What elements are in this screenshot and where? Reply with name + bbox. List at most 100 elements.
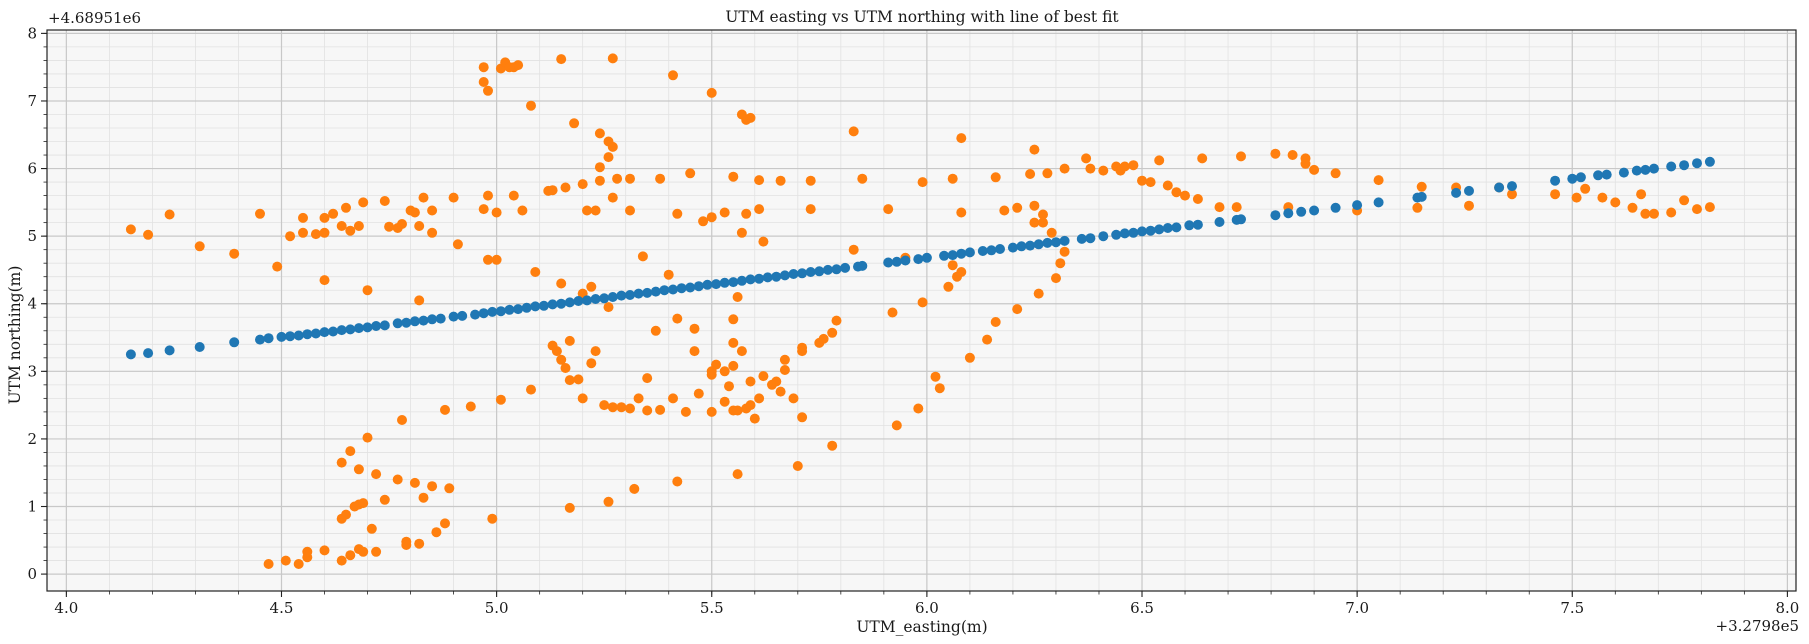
scatter-point: [255, 208, 265, 219]
scatter-point: [379, 196, 390, 206]
scatter-point: [495, 306, 506, 317]
scatter-point: [754, 204, 765, 215]
scatter-point: [1464, 200, 1474, 211]
scatter-point: [616, 290, 627, 301]
scatter-point: [164, 345, 175, 356]
scatter-point: [921, 252, 932, 263]
scatter-point: [1051, 273, 1061, 284]
scatter-point: [590, 294, 601, 304]
scatter-point: [560, 363, 571, 373]
scatter-point: [758, 236, 769, 247]
scatter-point: [452, 239, 463, 250]
scatter-point: [1137, 175, 1147, 186]
scatter-point: [913, 254, 924, 265]
scatter-point: [547, 299, 558, 310]
scatter-point: [930, 371, 941, 382]
scatter-point: [328, 326, 339, 337]
series-1: [125, 156, 1715, 360]
scatter-point: [1085, 233, 1096, 244]
scatter-point: [319, 212, 330, 223]
scatter-point: [607, 402, 618, 413]
scatter-point: [719, 396, 730, 407]
scatter-point: [478, 308, 489, 319]
axis-ticks: [41, 32, 1788, 597]
scatter-point: [547, 185, 558, 196]
scatter-point: [298, 227, 308, 238]
scatter-point: [1033, 288, 1044, 299]
y-axis-label: UTM northing(m): [6, 266, 24, 405]
scatter-point: [483, 85, 493, 96]
scatter-point: [435, 313, 446, 324]
scatter-point: [689, 323, 700, 334]
scatter-point: [1231, 202, 1242, 213]
scatter-point: [1162, 180, 1173, 191]
scatter-point: [353, 221, 364, 231]
scatter-point: [827, 327, 838, 338]
scatter-point: [1029, 144, 1040, 155]
scatter-point: [668, 284, 678, 295]
scatter-point: [736, 346, 747, 357]
scatter-point: [590, 205, 601, 216]
scatter-point: [564, 502, 575, 513]
scatter-point: [840, 262, 851, 273]
scatter-point: [573, 374, 584, 385]
scatter-point: [538, 300, 549, 311]
x-tick-label: 6.5: [1130, 599, 1154, 617]
scatter-point: [719, 277, 730, 288]
scatter-point: [939, 250, 950, 261]
scatter-point: [371, 469, 382, 480]
scatter-point: [1119, 228, 1130, 239]
x-tick-label: 4.5: [270, 599, 294, 617]
scatter-point: [1416, 181, 1427, 192]
scatter-point: [556, 298, 567, 309]
scatter-point: [444, 483, 455, 494]
scatter-point: [401, 317, 412, 328]
scatter-point: [414, 221, 425, 231]
scatter-point: [1012, 202, 1023, 213]
scatter-point: [1128, 160, 1139, 171]
scatter-point: [1085, 163, 1096, 174]
scatter-point: [857, 173, 868, 184]
scatter-point: [1128, 227, 1139, 238]
scatter-point: [1270, 148, 1281, 159]
x-tick-label: 6.0: [915, 599, 939, 617]
scatter-point: [336, 325, 347, 336]
scatter-point: [577, 393, 588, 404]
scatter-point: [1098, 231, 1109, 242]
scatter-point: [848, 244, 859, 255]
scatter-point: [956, 133, 967, 144]
scatter-point: [719, 207, 730, 218]
scatter-point: [564, 375, 575, 386]
scatter-point: [440, 518, 450, 529]
scatter-point: [336, 555, 347, 566]
scatter-point: [749, 413, 760, 424]
scatter-point: [779, 270, 790, 281]
scatter-point: [964, 352, 975, 363]
scatter-point: [336, 221, 347, 231]
scatter-point: [1145, 225, 1156, 236]
scatter-point: [612, 173, 623, 184]
scatter-point: [384, 221, 395, 232]
scatter-point: [736, 227, 747, 238]
x-tick-label: 5.0: [485, 599, 509, 617]
scatter-point: [573, 296, 584, 306]
scatter-point: [1704, 202, 1715, 213]
scatter-point: [745, 274, 756, 285]
scatter-point: [431, 527, 442, 538]
scatter-point: [943, 281, 954, 292]
scatter-point: [711, 359, 722, 370]
y-tick-label: 7: [27, 92, 37, 110]
scatter-point: [1692, 158, 1702, 169]
y-tick-label: 6: [27, 160, 37, 178]
scatter-point: [164, 209, 175, 220]
scatter-point: [1119, 161, 1130, 172]
scatter-point: [366, 523, 377, 534]
scatter-point: [353, 464, 364, 475]
scatter-point: [1171, 222, 1182, 233]
chart-title: UTM easting vs UTM northing with line of…: [725, 8, 1119, 26]
scatter-point: [1601, 169, 1612, 180]
scatter-point: [362, 432, 373, 443]
scatter-point: [194, 241, 205, 252]
scatter-point: [358, 197, 369, 208]
scatter-point: [964, 247, 975, 258]
